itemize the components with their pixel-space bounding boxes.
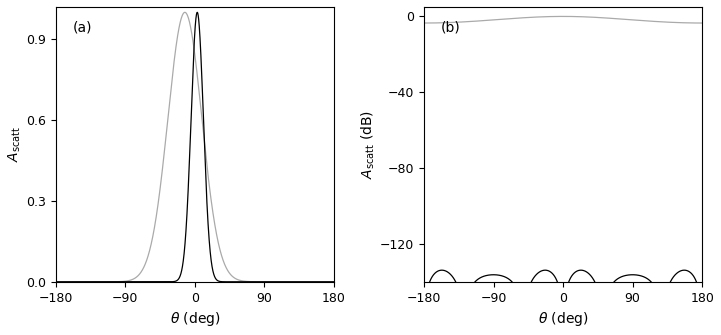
Text: (a): (a) xyxy=(73,21,92,35)
X-axis label: $\theta$ (deg): $\theta$ (deg) xyxy=(169,310,220,328)
Y-axis label: $A_{\rm scatt}$ (dB): $A_{\rm scatt}$ (dB) xyxy=(360,110,377,179)
Text: (b): (b) xyxy=(441,21,461,35)
Y-axis label: $A_{\rm scatt}$: $A_{\rm scatt}$ xyxy=(7,126,23,162)
X-axis label: $\theta$ (deg): $\theta$ (deg) xyxy=(538,310,588,328)
